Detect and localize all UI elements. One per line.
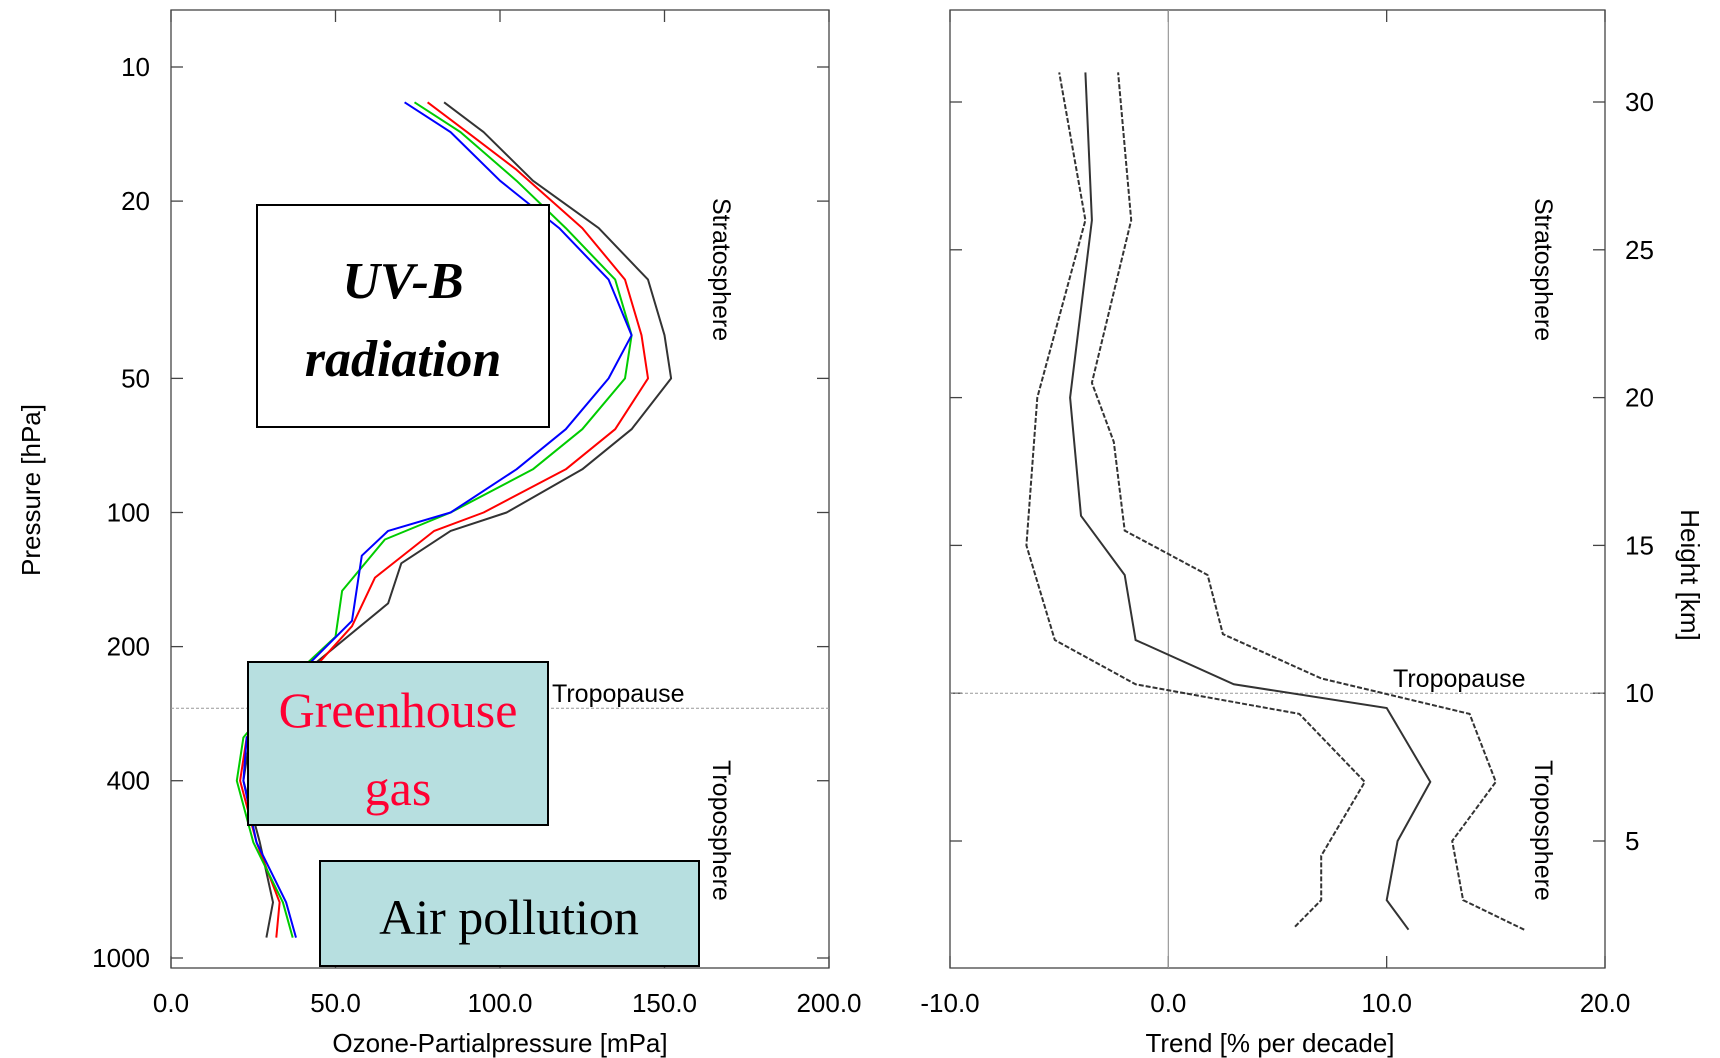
annotation-boxes: UV-B radiation Greenhouse gas Air pollution <box>247 204 700 967</box>
air-pollution-box <box>319 860 700 967</box>
tropopause-label: Tropopause <box>1393 665 1526 693</box>
x-axis-title: Trend [% per decade] <box>1145 1028 1394 1058</box>
x-tick-label: -10.0 <box>920 988 979 1018</box>
y-tick-label: 400 <box>107 766 150 796</box>
y-tick-label: 30 <box>1625 87 1654 117</box>
stratosphere-label: Stratosphere <box>707 198 735 341</box>
x-tick-label: 100.0 <box>467 988 532 1018</box>
greenhouse-box-line-1: Greenhouse <box>279 682 518 738</box>
y-tick-label: 50 <box>121 363 150 393</box>
y-tick-label: 10 <box>121 52 150 82</box>
ozone-profile-line-4 <box>242 101 633 938</box>
troposphere-label: Troposphere <box>707 760 735 901</box>
trend-mean-line <box>1069 72 1432 931</box>
greenhouse-box-line-2: gas <box>365 760 432 816</box>
greenhouse-gas-box <box>247 661 549 826</box>
x-tick-label: 0.0 <box>1150 988 1186 1018</box>
uv-b-box-line-2: radiation <box>305 331 502 388</box>
x-tick-label: 150.0 <box>632 988 697 1018</box>
y-tick-label: 20 <box>121 186 150 216</box>
trend-bound-line-1 <box>1025 72 1367 928</box>
x-tick-label: 10.0 <box>1361 988 1412 1018</box>
x-axis-title: Ozone-Partialpressure [mPa] <box>332 1028 667 1058</box>
y-axis-title: Pressure [hPa] <box>16 404 46 576</box>
y-tick-label: 10 <box>1625 678 1654 708</box>
trend-bound-line-2 <box>1090 72 1525 931</box>
plot-frame <box>949 9 1606 969</box>
y-tick-label: 20 <box>1625 383 1654 413</box>
troposphere-label: Troposphere <box>1529 760 1557 901</box>
air-pollution-box-label: Air pollution <box>379 889 639 945</box>
tropopause-label: Tropopause <box>552 680 685 708</box>
x-tick-label: 50.0 <box>310 988 361 1018</box>
x-tick-label: 200.0 <box>796 988 861 1018</box>
uv-b-box-line-1: UV-B <box>342 253 463 310</box>
uv-b-radiation-box <box>256 204 550 428</box>
y-tick-label: 200 <box>107 632 150 662</box>
stratosphere-label: Stratosphere <box>1529 198 1557 341</box>
x-tick-label: 0.0 <box>153 988 189 1018</box>
y-tick-label: 15 <box>1625 530 1654 560</box>
ozone-profile-line-2 <box>239 101 649 938</box>
y-tick-label: 1000 <box>92 943 150 973</box>
y-tick-label: 100 <box>107 498 150 528</box>
ozone-trend-panel: -10.0 0.0 10.0 20.0 5 10 15 20 25 30 Trend [% per … <box>920 9 1705 1058</box>
y-axis-title: Height [km] <box>1675 509 1705 641</box>
y-tick-label: 25 <box>1625 235 1654 265</box>
ozone-profile-panel: 0.0 50.0 100.0 150.0 200.0 10 20 50 100 200 400 100… <box>16 9 862 1058</box>
x-tick-label: 20.0 <box>1580 988 1631 1018</box>
y-tick-label: 5 <box>1625 826 1639 856</box>
